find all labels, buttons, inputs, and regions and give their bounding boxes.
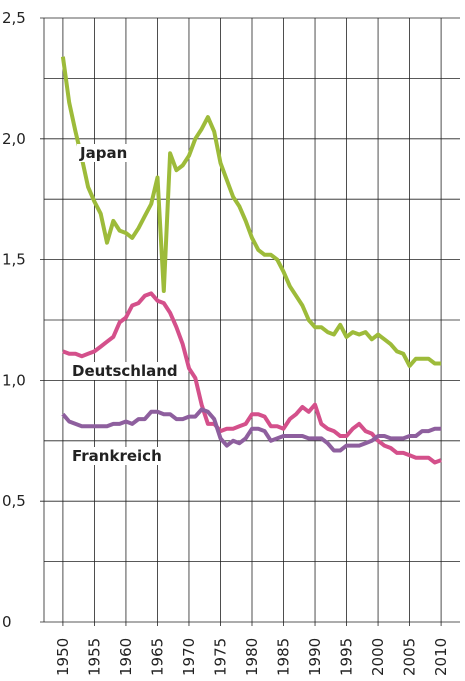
x-tick-label: 1970 bbox=[180, 638, 198, 676]
series-label: Frankreich bbox=[72, 447, 162, 465]
label-background bbox=[70, 447, 164, 465]
x-tick-label: 1960 bbox=[117, 638, 135, 676]
x-tick-label: 1980 bbox=[243, 638, 261, 676]
y-tick-label: 1,0 bbox=[2, 371, 26, 389]
y-tick-label: 0 bbox=[2, 613, 12, 631]
series-label: Deutschland bbox=[72, 362, 178, 380]
x-tick-label: 1990 bbox=[306, 638, 324, 676]
series-line bbox=[62, 291, 442, 465]
x-tick-label: 1975 bbox=[211, 638, 229, 676]
y-tick-label: 2,0 bbox=[2, 130, 26, 148]
label-background bbox=[77, 144, 130, 162]
series-line bbox=[60, 56, 442, 368]
x-tick-label: 2000 bbox=[369, 638, 387, 676]
x-tick-label: 2010 bbox=[432, 638, 450, 676]
x-tick-label: 1995 bbox=[338, 638, 356, 676]
x-tick-label: 1985 bbox=[275, 638, 293, 676]
series-line bbox=[61, 407, 442, 453]
x-tick-label: 1965 bbox=[148, 638, 166, 676]
y-tick-label: 2,5 bbox=[2, 9, 26, 27]
x-tick-label: 2005 bbox=[401, 638, 419, 676]
series-label: Japan bbox=[79, 144, 127, 162]
x-tick-label: 1950 bbox=[54, 638, 72, 676]
label-background bbox=[70, 362, 180, 380]
x-tick-label: 1955 bbox=[85, 638, 103, 676]
y-tick-label: 1,5 bbox=[2, 251, 26, 269]
y-tick-label: 0,5 bbox=[2, 492, 26, 510]
